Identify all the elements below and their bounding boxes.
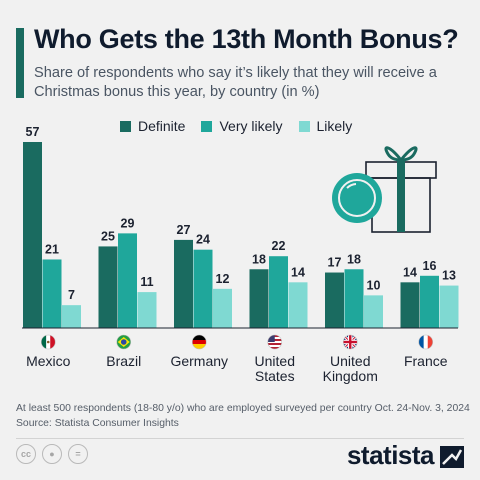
bar-france-likely bbox=[439, 285, 459, 328]
bar-mexico-likely bbox=[62, 305, 81, 328]
bar-brazil-likely bbox=[137, 292, 157, 328]
source-text: Source: Statista Consumer Insights bbox=[16, 418, 179, 429]
nd-icon[interactable]: = bbox=[68, 444, 88, 464]
value-label-brazil-likely: 11 bbox=[140, 275, 153, 289]
bar-united-states-likely bbox=[288, 282, 308, 328]
value-label-germany-definite: 27 bbox=[177, 223, 191, 237]
mexico-flag-icon bbox=[40, 334, 56, 350]
value-label-germany-very-likely: 24 bbox=[196, 233, 210, 247]
legend: Definite Very likely Likely bbox=[120, 118, 352, 134]
bar-united-states-very-likely bbox=[269, 256, 288, 328]
bar-united-kingdom-very-likely bbox=[344, 269, 364, 328]
value-label-france-definite: 14 bbox=[403, 265, 417, 279]
bar-united-kingdom-likely bbox=[364, 295, 383, 328]
legend-item-very-likely: Very likely bbox=[201, 118, 283, 134]
bar-united-states-definite bbox=[249, 269, 269, 328]
bar-germany-very-likely bbox=[193, 249, 213, 328]
value-label-france-likely: 13 bbox=[442, 269, 456, 283]
category-label-united-kingdom: United Kingdom bbox=[323, 353, 378, 384]
category-label-france: France bbox=[404, 353, 448, 369]
legend-swatch-likely bbox=[298, 120, 310, 132]
chart-title: Who Gets the 13th Month Bonus? bbox=[34, 24, 459, 54]
uk-flag-icon bbox=[342, 334, 358, 350]
footnote-text: At least 500 respondents (18-80 y/o) who… bbox=[16, 403, 470, 414]
statista-logo[interactable]: statista bbox=[346, 440, 435, 470]
bar-germany-likely bbox=[213, 288, 232, 328]
category-label-mexico: Mexico bbox=[26, 353, 71, 369]
value-label-germany-likely: 12 bbox=[216, 272, 230, 286]
value-label-brazil-definite: 25 bbox=[101, 229, 115, 243]
license-icons: cc ● = bbox=[16, 444, 88, 464]
bar-mexico-very-likely bbox=[42, 259, 62, 328]
legend-swatch-definite bbox=[120, 120, 131, 132]
bar-brazil-definite bbox=[98, 246, 118, 328]
footer-divider bbox=[16, 438, 464, 439]
bar-chart: 57 21 7 25 29 11 27 24 12 18 22 14 17 18 10 14 16 13 Mexi… bbox=[22, 125, 459, 384]
value-label-united-kingdom-definite: 17 bbox=[328, 256, 342, 270]
chart-subtitle: Share of respondents who say it’s likely… bbox=[34, 65, 437, 100]
value-label-mexico-very-likely: 21 bbox=[45, 242, 59, 256]
by-icon[interactable]: ● bbox=[42, 444, 62, 464]
legend-item-likely: Likely bbox=[298, 118, 353, 134]
category-label-germany: Germany bbox=[170, 353, 228, 369]
bar-germany-definite bbox=[174, 239, 193, 328]
value-label-united-states-likely: 14 bbox=[291, 265, 305, 279]
bar-france-very-likely bbox=[420, 275, 439, 328]
legend-swatch-very-likely bbox=[201, 120, 213, 132]
value-label-united-states-very-likely: 22 bbox=[272, 239, 286, 253]
cc-icon[interactable]: cc bbox=[16, 444, 36, 464]
legend-item-definite: Definite bbox=[120, 118, 185, 134]
value-label-united-states-definite: 18 bbox=[252, 252, 266, 266]
footnote: At least 500 respondents (18-80 y/o) who… bbox=[16, 401, 470, 431]
bar-brazil-very-likely bbox=[118, 233, 137, 328]
statista-logo-mark bbox=[440, 446, 464, 468]
germany-flag-icon bbox=[191, 334, 207, 350]
value-label-united-kingdom-likely: 10 bbox=[367, 278, 381, 292]
value-label-mexico-definite: 57 bbox=[26, 125, 40, 139]
france-flag-icon bbox=[418, 334, 434, 350]
title-accent-bar bbox=[16, 28, 24, 98]
category-label-united-states: United States bbox=[255, 353, 295, 384]
value-label-united-kingdom-very-likely: 18 bbox=[347, 252, 361, 266]
us-flag-icon bbox=[267, 334, 283, 350]
value-label-brazil-very-likely: 29 bbox=[121, 216, 135, 230]
brazil-flag-icon bbox=[116, 334, 132, 350]
value-label-france-very-likely: 16 bbox=[423, 259, 437, 273]
value-label-mexico-likely: 7 bbox=[68, 288, 75, 302]
bar-france-definite bbox=[400, 282, 420, 328]
gift-and-plate-icon bbox=[332, 146, 437, 233]
category-label-brazil: Brazil bbox=[106, 353, 141, 369]
bar-mexico-definite bbox=[23, 142, 42, 328]
legend-label-very-likely: Very likely bbox=[219, 118, 283, 134]
legend-label-definite: Definite bbox=[138, 118, 186, 134]
bar-united-kingdom-definite bbox=[325, 272, 344, 328]
legend-label-likely: Likely bbox=[316, 118, 353, 134]
